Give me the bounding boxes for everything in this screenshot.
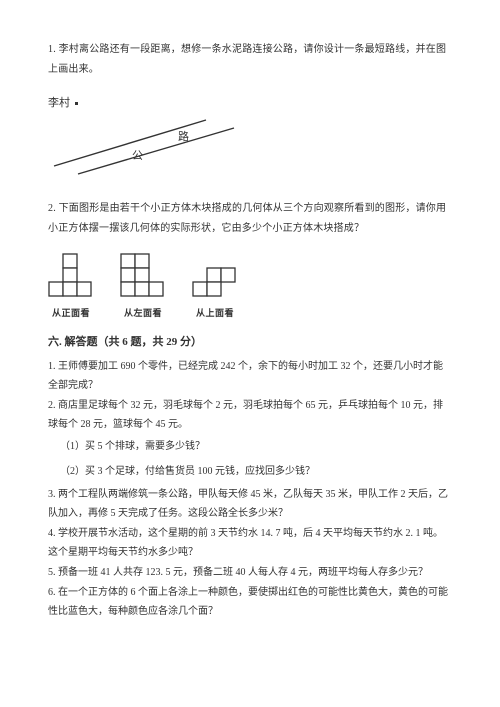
- problem-1-text: 1. 李村离公路还有一段距离，想修一条水泥路连接公路，请你设计一条最短路线，并在…: [48, 40, 452, 80]
- village-label: 李村: [48, 97, 70, 109]
- section-6-title: 六. 解答题（共 6 题，共 29 分）: [48, 333, 452, 349]
- view-front: 从正面看: [48, 253, 94, 319]
- view-left-svg: [120, 253, 166, 299]
- village-label-row: 李村: [48, 94, 452, 110]
- s6-p5: 5. 预备一班 41 人共存 123. 5 元，预备二班 40 人每人存 4 元…: [48, 563, 452, 582]
- s6-p2: 2. 商店里足球每个 32 元，羽毛球每个 2 元，羽毛球拍每个 65 元，乒乓…: [48, 396, 452, 434]
- view-top-svg: [192, 267, 238, 299]
- view-top: 从上面看: [192, 267, 238, 319]
- problem-2-text: 2. 下面图形是由若干个小正方体木块搭成的几何体从三个方向观察所看到的图形，请你…: [48, 199, 452, 239]
- village-point: [75, 102, 78, 105]
- s6-p2b: （2）买 3 个足球，付给售货员 100 元钱，应找回多少钱？: [60, 462, 452, 481]
- view-left: 从左面看: [120, 253, 166, 319]
- s6-p3: 3. 两个工程队两端修筑一条公路，甲队每天修 45 米，乙队每天 35 米，甲队…: [48, 485, 452, 523]
- view-left-caption: 从左面看: [120, 306, 166, 319]
- views-row: 从正面看 从左面看 从上面看: [48, 253, 452, 319]
- road-char-2: 路: [178, 130, 189, 143]
- s6-p6: 6. 在一个正方体的 6 个面上各涂上一种颜色，要使掷出红色的可能性比黄色大，黄…: [48, 583, 452, 621]
- road-diagram: 公 路: [48, 110, 248, 176]
- s6-p2a: （1）买 5 个排球，需要多少钱？: [60, 437, 452, 456]
- road-char-1: 公: [132, 150, 143, 162]
- view-front-caption: 从正面看: [48, 306, 94, 319]
- s6-p4: 4. 学校开展节水活动，这个星期的前 3 天节约水 14. 7 吨，后 4 天平…: [48, 524, 452, 562]
- view-top-caption: 从上面看: [192, 306, 238, 319]
- s6-p1: 1. 王师傅要加工 690 个零件，已经完成 242 个，余下的每小时加工 32…: [48, 357, 452, 395]
- view-front-svg: [48, 253, 94, 299]
